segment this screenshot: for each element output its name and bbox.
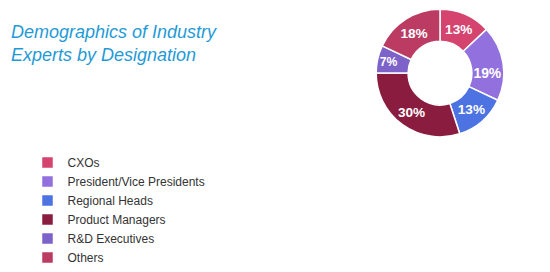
svg-text:Product Managers: Product Managers (68, 213, 166, 227)
svg-text:13%: 13% (445, 22, 472, 37)
svg-text:18%: 18% (400, 26, 427, 41)
svg-text:7%: 7% (380, 55, 398, 69)
svg-text:CXOs: CXOs (68, 156, 100, 170)
svg-text:Demographics of IndustryExpert: Demographics of IndustryExperts by Desig… (11, 22, 217, 65)
svg-text:President/Vice Presidents: President/Vice Presidents (68, 175, 205, 189)
svg-text:30%: 30% (398, 105, 425, 120)
svg-text:R&D Executives: R&D Executives (68, 232, 155, 246)
svg-text:Others: Others (68, 251, 104, 265)
svg-text:19%: 19% (473, 65, 501, 81)
svg-text:13%: 13% (458, 102, 485, 117)
svg-text:Regional Heads: Regional Heads (68, 194, 153, 208)
